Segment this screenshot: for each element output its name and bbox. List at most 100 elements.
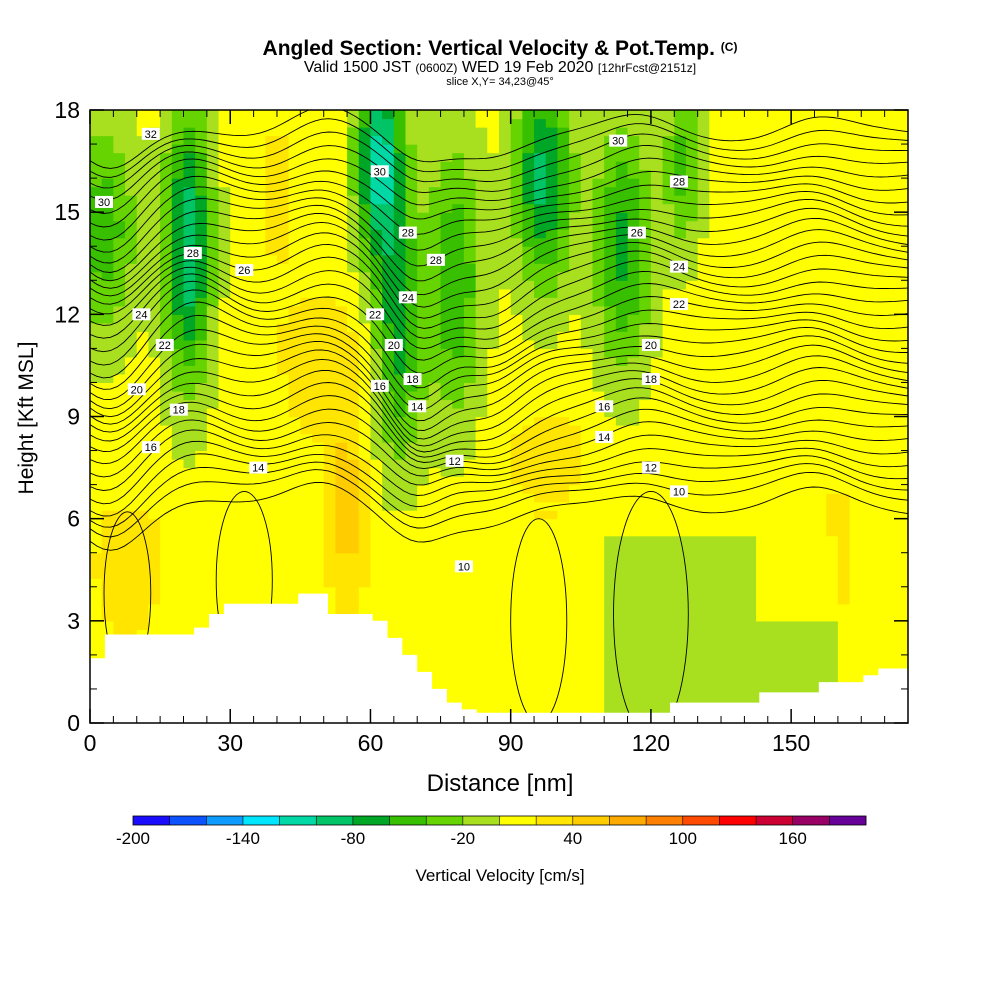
- field-cell: [767, 212, 781, 222]
- field-cell: [230, 459, 243, 469]
- field-cell: [206, 152, 220, 162]
- field-cell: [674, 195, 687, 205]
- field-cell: [276, 450, 290, 460]
- field-cell: [697, 314, 710, 324]
- field-cell: [370, 297, 383, 307]
- field-cell: [767, 629, 781, 639]
- field-cell: [580, 195, 594, 205]
- field-cell: [370, 450, 383, 460]
- field-cell: [627, 450, 640, 460]
- field-cell: [253, 297, 266, 307]
- field-cell: [826, 348, 839, 358]
- field-cell: [475, 535, 488, 545]
- field-cell: [160, 493, 173, 503]
- field-cell: [382, 544, 395, 554]
- field-cell: [744, 161, 757, 171]
- field-cell: [791, 169, 804, 179]
- field-cell: [300, 246, 313, 256]
- field-cell: [837, 612, 851, 622]
- field-cell: [276, 493, 290, 503]
- field-cell: [417, 518, 430, 528]
- field-cell: [604, 382, 617, 392]
- field-cell: [312, 203, 325, 213]
- field-cell: [767, 280, 781, 290]
- field-cell: [195, 161, 208, 171]
- field-cell: [475, 697, 488, 707]
- field-cell: [487, 510, 500, 520]
- field-cell: [791, 373, 804, 384]
- field-cell: [849, 135, 862, 145]
- field-cell: [522, 135, 535, 145]
- field-cell: [650, 212, 664, 222]
- field-cell: [428, 544, 442, 554]
- field-cell: [627, 569, 640, 579]
- field-cell: [195, 118, 208, 128]
- field-cell: [276, 373, 290, 384]
- field-cell: [370, 322, 383, 332]
- field-cell: [744, 144, 757, 154]
- field-cell: [861, 450, 874, 460]
- field-cell: [615, 561, 629, 571]
- field-cell: [90, 527, 103, 537]
- field-cell: [615, 322, 629, 332]
- field-cell: [802, 654, 816, 664]
- field-cell: [627, 586, 640, 596]
- field-cell: [522, 535, 535, 545]
- field-cell: [557, 425, 570, 435]
- field-cell: [195, 186, 208, 196]
- field-cell: [440, 399, 453, 409]
- field-cell: [580, 280, 594, 290]
- field-cell: [171, 476, 185, 486]
- field-cell: [826, 169, 839, 179]
- field-cell: [335, 339, 348, 349]
- field-cell: [230, 561, 243, 571]
- field-cell: [206, 229, 220, 239]
- field-cell: [265, 535, 278, 545]
- field-cell: [206, 442, 220, 452]
- field-cell: [218, 161, 231, 171]
- field-cell: [849, 450, 862, 460]
- field-cell: [837, 578, 851, 588]
- field-cell: [872, 169, 886, 179]
- field-cell: [837, 305, 851, 315]
- field-cell: [463, 305, 477, 315]
- field-cell: [382, 399, 395, 409]
- field-cell: [662, 680, 675, 690]
- field-cell: [802, 510, 816, 520]
- field-cell: [592, 144, 605, 154]
- field-cell: [276, 339, 290, 349]
- field-cell: [639, 629, 652, 639]
- field-cell: [802, 271, 816, 281]
- field-cell: [101, 203, 114, 213]
- field-cell: [721, 280, 734, 290]
- field-cell: [288, 595, 301, 605]
- field-cell: [650, 663, 664, 673]
- field-cell: [393, 578, 407, 588]
- field-cell: [756, 663, 769, 673]
- field-cell: [370, 578, 383, 588]
- field-cell: [884, 110, 897, 120]
- field-cell: [697, 467, 710, 477]
- field-cell: [171, 305, 185, 315]
- field-cell: [265, 288, 278, 298]
- field-cell: [101, 144, 114, 154]
- field-cell: [312, 450, 325, 460]
- field-cell: [545, 237, 559, 247]
- field-cell: [791, 118, 804, 128]
- field-cell: [861, 399, 874, 409]
- field-cell: [732, 595, 745, 605]
- field-cell: [183, 356, 196, 367]
- field-cell: [452, 552, 465, 562]
- field-cell: [814, 578, 827, 588]
- field-cell: [218, 493, 231, 503]
- field-cell: [767, 476, 781, 486]
- field-cell: [650, 118, 664, 128]
- field-cell: [358, 450, 372, 460]
- field-cell: [428, 620, 442, 630]
- field-cell: [206, 220, 220, 230]
- field-cell: [522, 510, 535, 520]
- field-cell: [650, 416, 664, 426]
- field-cell: [697, 178, 710, 188]
- field-cell: [440, 654, 453, 664]
- field-cell: [370, 280, 383, 290]
